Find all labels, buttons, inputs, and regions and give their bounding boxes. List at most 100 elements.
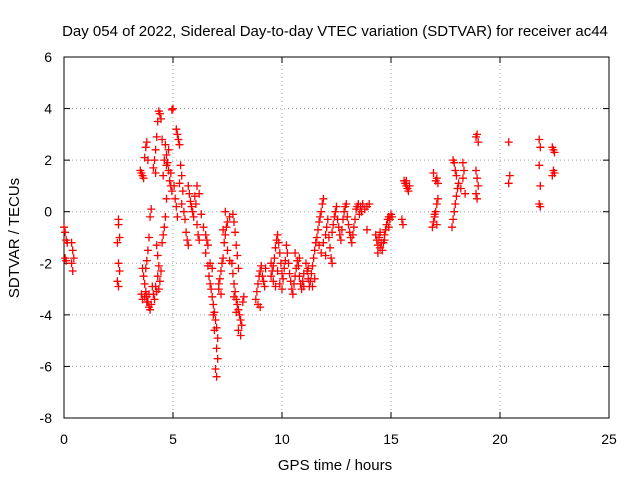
data-point-marker	[219, 254, 228, 263]
data-point-marker	[165, 176, 174, 185]
data-point-marker	[223, 246, 232, 255]
data-point-marker	[335, 230, 344, 239]
data-point-marker	[184, 241, 193, 250]
data-point-marker	[188, 207, 197, 216]
data-point-marker	[298, 277, 307, 286]
data-point-marker	[267, 272, 276, 281]
data-point-marker	[319, 194, 328, 203]
data-point-marker	[343, 212, 352, 221]
data-point-marker	[505, 171, 514, 180]
data-point-marker	[149, 163, 158, 172]
data-point-marker	[218, 259, 226, 268]
data-point-marker	[164, 145, 173, 154]
data-point-marker	[178, 187, 187, 196]
data-point-marker	[69, 254, 78, 263]
data-point-marker	[288, 290, 297, 299]
data-point-marker	[332, 202, 341, 211]
data-point-marker	[157, 114, 165, 123]
data-point-marker	[199, 223, 208, 232]
data-point-marker	[209, 300, 218, 309]
data-point-marker	[206, 259, 215, 268]
data-point-marker	[217, 267, 225, 275]
data-point-marker	[432, 174, 441, 183]
y-tick-label: 0	[44, 204, 52, 220]
data-point-marker	[351, 215, 359, 224]
data-point-marker	[169, 104, 177, 113]
y-tick-label: 6	[44, 49, 52, 65]
data-point-marker	[504, 179, 513, 188]
data-point-marker	[344, 220, 353, 229]
data-point-marker	[287, 285, 296, 294]
data-point-marker	[142, 256, 151, 265]
data-point-marker	[210, 326, 219, 335]
data-point-marker	[461, 189, 470, 198]
data-point-marker	[214, 279, 223, 288]
data-point-marker	[474, 181, 483, 190]
data-point-marker	[449, 215, 458, 224]
data-point-marker	[254, 300, 262, 309]
data-point-marker	[254, 279, 262, 288]
data-point-marker	[314, 225, 322, 234]
data-point-marker	[155, 277, 164, 286]
data-point-marker	[282, 241, 291, 250]
data-point-marker	[68, 246, 77, 255]
data-point-marker	[154, 261, 163, 270]
data-point-marker	[205, 272, 213, 281]
data-point-marker	[271, 282, 280, 291]
data-point-marker	[142, 298, 151, 306]
data-point-marker	[342, 200, 351, 208]
data-point-marker	[175, 140, 184, 149]
data-point-marker	[259, 277, 268, 286]
data-point-marker	[450, 207, 459, 216]
data-point-marker	[146, 305, 155, 314]
data-point-marker	[384, 223, 393, 232]
data-point-marker	[274, 238, 283, 247]
data-point-marker	[236, 331, 245, 340]
data-point-marker	[139, 272, 148, 281]
data-point-marker	[271, 243, 280, 252]
data-point-marker	[150, 156, 159, 165]
data-point-marker	[236, 316, 245, 324]
data-point-marker	[193, 220, 201, 229]
data-point-marker	[473, 194, 482, 203]
data-point-marker	[349, 223, 358, 232]
x-tick-label: 5	[169, 431, 177, 447]
data-point-marker	[473, 174, 482, 183]
data-point-marker	[291, 249, 300, 257]
data-point-marker	[221, 230, 230, 239]
data-point-marker	[228, 269, 237, 278]
data-point-marker	[339, 215, 347, 224]
data-point-marker	[195, 189, 204, 198]
data-point-marker	[373, 249, 382, 257]
data-point-marker	[232, 241, 241, 250]
data-point-marker	[67, 238, 76, 247]
data-point-marker	[316, 212, 325, 221]
data-point-marker	[432, 220, 441, 229]
data-point-marker	[536, 202, 545, 211]
data-point-marker	[157, 267, 165, 275]
data-point-marker	[211, 365, 220, 373]
data-point-marker	[190, 192, 199, 201]
data-point-marker	[146, 212, 155, 221]
data-point-marker	[474, 138, 483, 147]
data-point-marker	[193, 181, 201, 190]
data-point-marker	[232, 308, 241, 317]
data-point-marker	[227, 259, 236, 268]
data-point-marker	[215, 274, 224, 283]
data-point-marker	[161, 212, 170, 221]
data-point-marker	[472, 166, 480, 175]
data-point-marker	[550, 148, 559, 157]
data-point-marker	[251, 295, 260, 304]
data-point-marker	[151, 169, 160, 177]
data-point-marker	[183, 236, 192, 245]
data-point-marker	[182, 228, 191, 237]
data-point-marker	[536, 143, 545, 152]
data-point-marker	[153, 251, 162, 260]
data-point-marker	[324, 233, 333, 242]
data-point-marker	[317, 207, 326, 216]
data-point-marker	[173, 130, 182, 139]
data-point-marker	[449, 156, 458, 165]
axis-ticks: 0 5 10 15 20 25 -8 -6 -4 -2 0 2 4 6	[40, 49, 617, 447]
data-point-marker	[278, 285, 286, 294]
data-point-marker	[257, 261, 266, 270]
